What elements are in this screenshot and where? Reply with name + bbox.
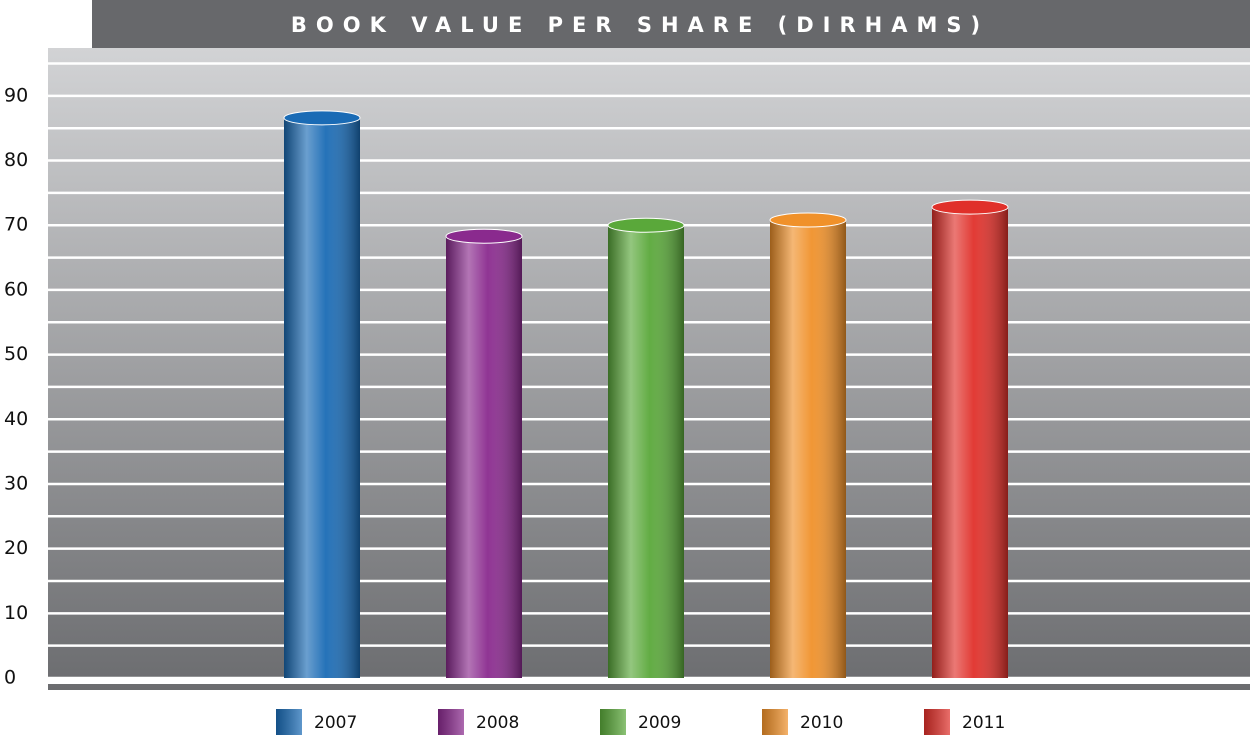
legend-label: 2009 [638, 713, 681, 733]
legend-swatch-shine [600, 709, 626, 735]
legend-swatch-shine [276, 709, 302, 735]
legend-label: 2010 [800, 713, 843, 733]
bar-shine [446, 236, 522, 678]
bar [769, 212, 847, 678]
chart-title: BOOK VALUE PER SHARE (DIRHAMS) [291, 13, 989, 37]
y-tick-label: 40 [4, 408, 28, 430]
bar-shine [770, 220, 846, 678]
y-tick-label: 70 [4, 214, 28, 236]
y-tick-label: 90 [4, 84, 28, 106]
legend-label: 2008 [476, 713, 519, 733]
bar [607, 217, 685, 679]
bar-shine [284, 117, 360, 678]
legend-swatch-shine [438, 709, 464, 735]
y-tick-label: 10 [4, 602, 28, 624]
y-tick-label: 30 [4, 472, 28, 494]
bar-cap [769, 212, 847, 228]
y-tick-label: 80 [4, 149, 28, 171]
bar-cap [931, 199, 1009, 215]
bar-cap [283, 110, 361, 126]
bar-cap [445, 228, 523, 244]
title-bar [92, 0, 1250, 48]
legend-swatch-shine [924, 709, 950, 735]
y-tick-label: 20 [4, 537, 28, 559]
bar [931, 199, 1009, 678]
legend-label: 2011 [962, 713, 1005, 733]
bar [445, 228, 523, 678]
legend-swatch-shine [762, 709, 788, 735]
y-tick-label: 0 [4, 667, 16, 689]
bar-shine [608, 225, 684, 679]
y-tick-label: 60 [4, 278, 28, 300]
bar-cap [607, 217, 685, 233]
legend-label: 2007 [314, 713, 357, 733]
bar [283, 110, 361, 678]
y-tick-label: 50 [4, 343, 28, 365]
x-axis [48, 679, 1250, 684]
bar-shine [932, 207, 1008, 678]
